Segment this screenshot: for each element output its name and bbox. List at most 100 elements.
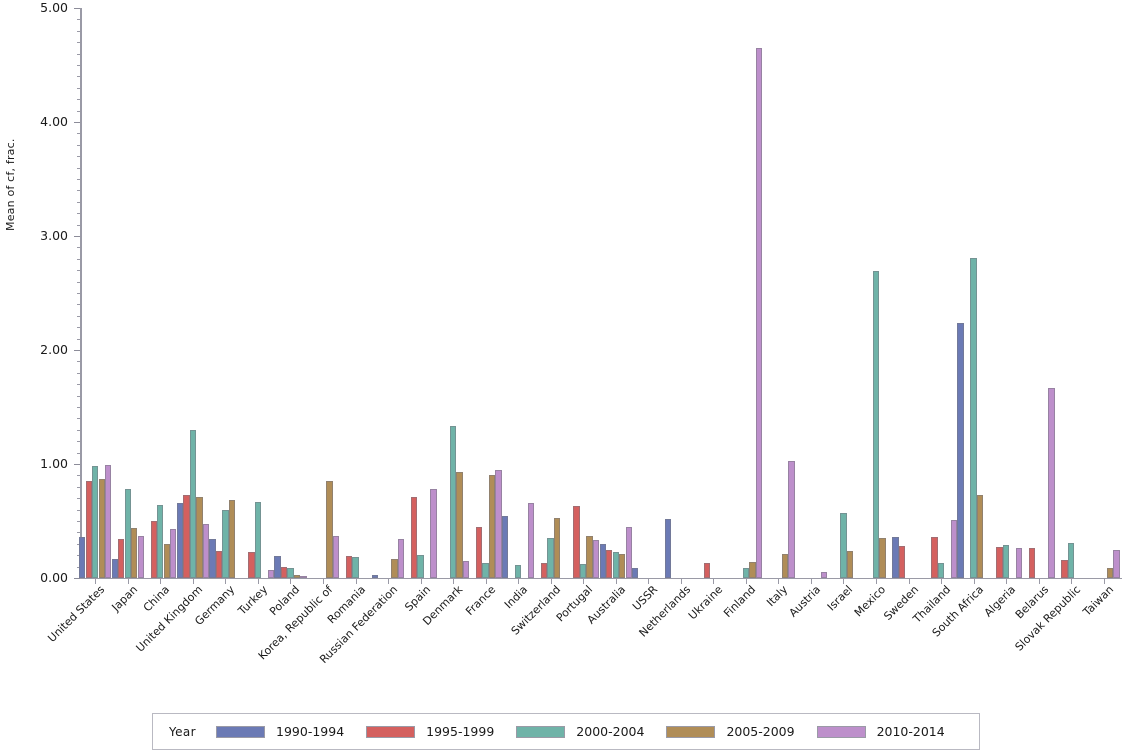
bar[interactable] [215, 550, 223, 578]
bar[interactable] [150, 521, 157, 578]
bar[interactable] [579, 564, 587, 578]
bar[interactable] [475, 526, 483, 578]
bar[interactable] [163, 543, 170, 578]
bar[interactable] [1028, 548, 1036, 578]
bar[interactable] [449, 426, 457, 578]
bar[interactable] [742, 567, 750, 578]
bar[interactable] [781, 554, 789, 578]
bar[interactable] [1002, 544, 1010, 578]
bar[interactable] [228, 500, 236, 578]
bar[interactable] [254, 501, 262, 578]
legend-entry[interactable]: 1995-1999 [366, 724, 494, 739]
bar[interactable] [931, 536, 938, 578]
bar[interactable] [612, 551, 619, 578]
bar[interactable] [391, 558, 398, 578]
legend-entry[interactable]: 2000-2004 [516, 724, 644, 739]
bar[interactable] [196, 497, 203, 578]
bar[interactable] [189, 429, 196, 578]
bar[interactable] [788, 460, 795, 578]
bar[interactable] [410, 497, 418, 578]
bar[interactable] [996, 547, 1003, 578]
bar[interactable] [488, 475, 496, 578]
bar[interactable] [248, 551, 255, 578]
bar[interactable] [664, 518, 671, 578]
bar[interactable] [157, 505, 164, 578]
bar[interactable] [514, 565, 522, 578]
bar[interactable] [1061, 559, 1068, 578]
bar[interactable] [527, 502, 535, 578]
bar[interactable] [586, 535, 593, 578]
bar[interactable] [92, 466, 99, 578]
bar[interactable] [131, 527, 138, 578]
bar[interactable] [872, 271, 880, 578]
legend-entry[interactable]: 1990-1994 [216, 724, 344, 739]
bar[interactable] [892, 536, 899, 578]
bar[interactable] [1015, 548, 1023, 578]
bar[interactable] [85, 481, 92, 578]
bar[interactable] [625, 526, 632, 578]
bar[interactable] [183, 494, 190, 578]
bar[interactable] [495, 469, 502, 578]
bar[interactable] [749, 562, 756, 578]
bar[interactable] [98, 478, 105, 578]
bar[interactable] [755, 47, 763, 578]
bar[interactable] [898, 546, 906, 578]
bar[interactable] [274, 556, 281, 578]
bar[interactable] [326, 481, 333, 578]
bar[interactable] [619, 554, 626, 578]
bar[interactable] [1113, 549, 1120, 578]
bar[interactable] [209, 539, 216, 578]
bar[interactable] [222, 509, 229, 578]
bar[interactable] [137, 535, 144, 578]
bar[interactable] [280, 566, 288, 578]
bar[interactable] [371, 574, 379, 578]
bar-group [1055, 8, 1088, 578]
bar[interactable] [118, 539, 125, 578]
bar[interactable] [176, 502, 183, 578]
bar[interactable] [332, 535, 340, 578]
bar[interactable] [293, 574, 301, 578]
bar[interactable] [417, 555, 424, 578]
bar[interactable] [632, 567, 639, 578]
bar[interactable] [840, 513, 847, 578]
bar[interactable] [976, 494, 984, 578]
bar[interactable] [300, 575, 307, 578]
bar[interactable] [397, 539, 405, 578]
bar[interactable] [957, 322, 964, 578]
bar[interactable] [170, 528, 177, 578]
bar[interactable] [573, 506, 580, 578]
bar[interactable] [553, 517, 561, 578]
bar[interactable] [820, 572, 828, 578]
bar[interactable] [111, 558, 118, 578]
bar[interactable] [202, 524, 209, 578]
bar[interactable] [970, 257, 977, 578]
bar[interactable] [1067, 542, 1075, 578]
bar[interactable] [462, 560, 470, 578]
bar[interactable] [703, 563, 710, 578]
bar[interactable] [547, 538, 554, 578]
bar[interactable] [105, 465, 112, 578]
bar[interactable] [846, 550, 854, 578]
bar[interactable] [430, 489, 437, 578]
bar[interactable] [79, 536, 86, 578]
bar[interactable] [287, 567, 294, 578]
bar[interactable] [599, 543, 606, 578]
bar[interactable] [592, 540, 600, 578]
bar[interactable] [352, 557, 359, 578]
bar[interactable] [540, 563, 548, 578]
bar[interactable] [1048, 387, 1055, 578]
bar[interactable] [345, 556, 353, 578]
bar[interactable] [950, 519, 958, 578]
bar[interactable] [879, 538, 886, 578]
bar[interactable] [456, 471, 463, 578]
bar[interactable] [937, 563, 945, 578]
legend-entry[interactable]: 2005-2009 [666, 724, 795, 739]
legend-entry[interactable]: 2010-2014 [816, 724, 945, 739]
bar[interactable] [482, 563, 489, 578]
bar[interactable] [124, 489, 131, 578]
y-tick-minor [77, 361, 81, 363]
bar[interactable] [1106, 567, 1114, 578]
bar[interactable] [501, 516, 509, 578]
bar[interactable] [267, 570, 275, 578]
bar[interactable] [606, 549, 613, 578]
